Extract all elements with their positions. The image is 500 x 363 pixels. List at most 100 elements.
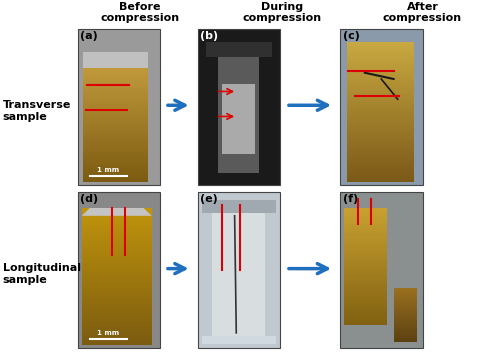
Text: 1 mm: 1 mm (97, 330, 119, 336)
Bar (82, 306, 152, 309)
Bar (344, 259, 387, 261)
Bar (394, 341, 416, 342)
Bar (346, 152, 414, 154)
Bar (198, 192, 280, 348)
Bar (82, 268, 152, 270)
Bar (344, 284, 387, 286)
Bar (84, 178, 148, 180)
Bar (84, 167, 148, 169)
Bar (346, 135, 414, 138)
Bar (84, 58, 148, 60)
Bar (346, 159, 414, 161)
Bar (344, 241, 387, 243)
Bar (84, 133, 148, 135)
Bar (84, 111, 148, 114)
Bar (394, 304, 416, 305)
Bar (78, 29, 160, 185)
Bar (82, 332, 152, 334)
Bar (344, 319, 387, 321)
Bar (346, 79, 414, 81)
Bar (346, 128, 414, 131)
Bar (84, 77, 148, 79)
Bar (394, 292, 416, 293)
Bar (82, 325, 152, 327)
Bar (346, 133, 414, 135)
Bar (84, 165, 148, 167)
Bar (82, 215, 152, 217)
Bar (344, 288, 387, 290)
Bar (222, 84, 255, 154)
Bar (84, 129, 148, 131)
Bar (346, 56, 414, 58)
Bar (84, 125, 148, 127)
Bar (346, 93, 414, 95)
Bar (346, 149, 414, 152)
Bar (340, 29, 422, 185)
Bar (394, 326, 416, 327)
Bar (344, 303, 387, 306)
Bar (198, 29, 280, 185)
Bar (84, 150, 148, 152)
Bar (394, 314, 416, 315)
Bar (346, 86, 414, 88)
Bar (344, 251, 387, 253)
Bar (82, 318, 152, 320)
Bar (346, 77, 414, 79)
Bar (344, 294, 387, 296)
Bar (394, 290, 416, 291)
Bar (82, 286, 152, 288)
Bar (394, 315, 416, 316)
Polygon shape (82, 208, 152, 216)
Bar (84, 171, 148, 174)
Bar (82, 293, 152, 295)
Bar (346, 166, 414, 168)
Bar (394, 289, 416, 290)
Bar (78, 192, 160, 348)
Bar (84, 93, 148, 94)
Bar (394, 310, 416, 311)
Bar (82, 252, 152, 254)
Bar (344, 262, 387, 265)
Bar (346, 112, 414, 114)
Text: Longitudinal
sample: Longitudinal sample (2, 263, 80, 285)
Bar (346, 123, 414, 126)
Bar (346, 154, 414, 156)
Bar (394, 306, 416, 307)
Bar (82, 242, 152, 245)
Bar (82, 322, 152, 325)
Bar (394, 336, 416, 337)
Bar (394, 300, 416, 301)
Bar (84, 71, 148, 73)
Bar (346, 102, 414, 105)
Bar (84, 116, 148, 118)
Bar (82, 222, 152, 224)
Bar (394, 311, 416, 312)
Bar (344, 306, 387, 307)
Bar (82, 263, 152, 265)
Bar (218, 51, 260, 173)
Bar (82, 295, 152, 297)
Bar (344, 302, 387, 303)
Bar (82, 226, 152, 229)
Bar (394, 298, 416, 299)
Bar (84, 99, 148, 101)
Bar (394, 316, 416, 317)
Bar (82, 290, 152, 293)
Bar (82, 210, 152, 213)
Bar (84, 146, 148, 148)
Bar (82, 261, 152, 263)
Bar (346, 98, 414, 100)
Bar (394, 334, 416, 335)
Bar (82, 213, 152, 215)
Bar (394, 299, 416, 300)
Bar (346, 95, 414, 98)
Bar (82, 336, 152, 338)
Bar (84, 142, 148, 144)
Bar (206, 41, 272, 57)
Bar (84, 52, 148, 68)
Bar (344, 307, 387, 309)
Bar (344, 311, 387, 313)
Bar (84, 120, 148, 122)
Bar (84, 148, 148, 150)
Bar (84, 169, 148, 171)
